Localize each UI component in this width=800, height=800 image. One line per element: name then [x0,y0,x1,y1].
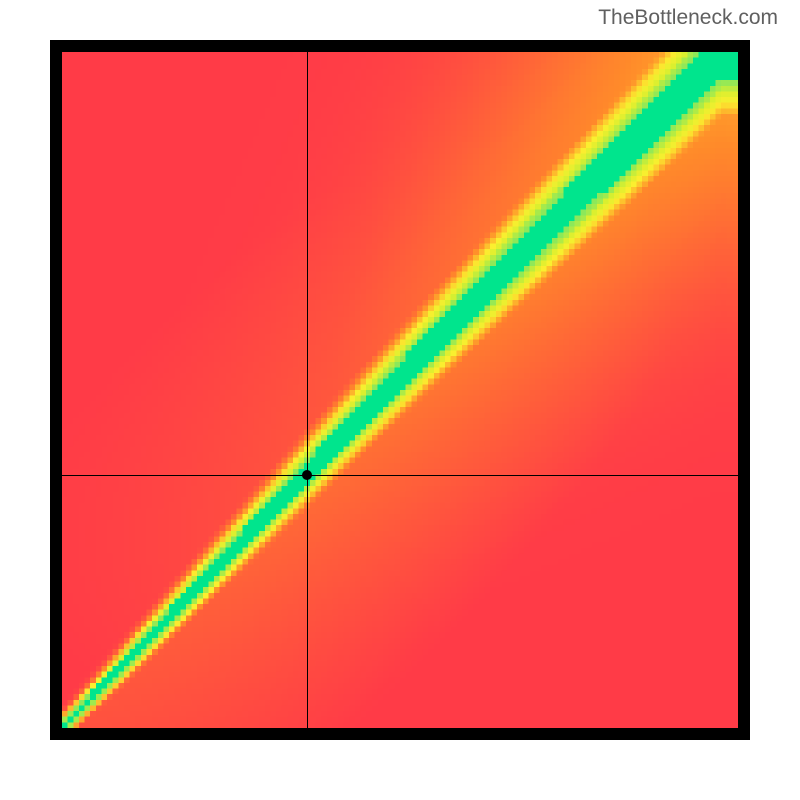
crosshair-marker [302,470,312,480]
attribution-text: TheBottleneck.com [598,6,778,30]
heatmap-canvas [62,52,738,728]
crosshair-horizontal [62,475,738,476]
plot-area [62,52,738,728]
chart-container: TheBottleneck.com [0,0,800,800]
crosshair-vertical [307,52,308,728]
plot-frame [50,40,750,740]
